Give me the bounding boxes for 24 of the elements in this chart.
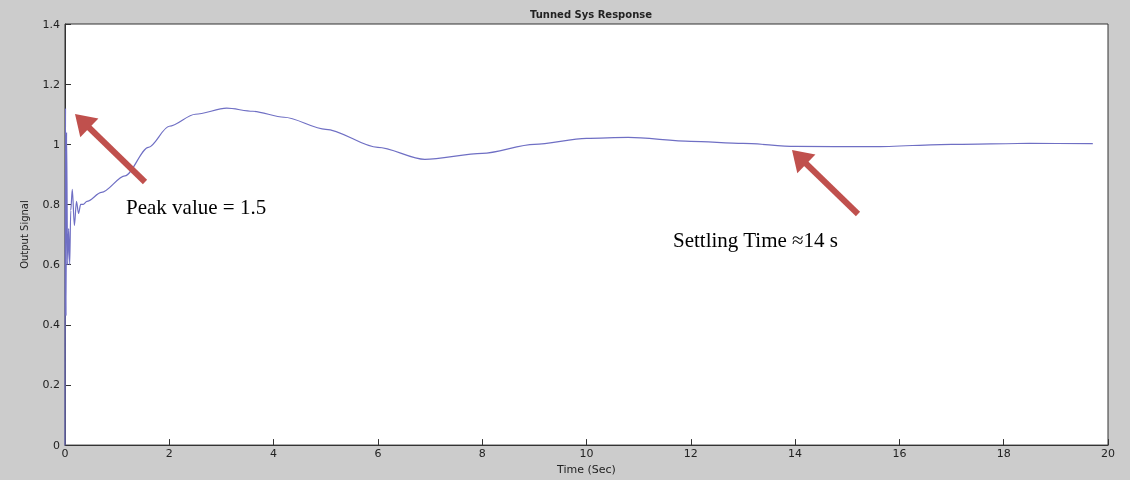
x-tick-label: 2 [165, 447, 173, 461]
x-tick-label: 12 [683, 447, 698, 461]
x-tick-label: 4 [270, 447, 278, 461]
y-tick-label: 1.2 [42, 77, 60, 91]
x-axis-title: Time (Sec) [556, 463, 616, 476]
x-tick-label: 14 [788, 447, 803, 461]
y-tick-label: 0.8 [42, 197, 60, 211]
y-tick-label: 0 [53, 438, 60, 452]
x-tick-label: 16 [892, 447, 907, 461]
line-series [64, 107, 1093, 446]
annotation: Peak value = 1.5 [126, 195, 267, 220]
x-tick-label: 8 [478, 447, 486, 461]
y-tick-label: 1.4 [42, 17, 60, 31]
y-tick-label: 0.2 [42, 378, 60, 392]
x-tick-label: 6 [374, 447, 382, 461]
y-axis-title: Output Signal [18, 200, 30, 269]
x-tick-label: 20 [1101, 447, 1115, 461]
x-tick-label: 18 [996, 447, 1011, 461]
x-tick-label: 10 [579, 447, 594, 461]
y-tick-label: 1 [53, 137, 60, 151]
y-tick-label: 0.6 [42, 258, 60, 272]
y-tick-label: 0.4 [42, 318, 60, 332]
annotation: Settling Time ≈14 s [673, 228, 838, 253]
chart-title: Tunned Sys Response [530, 8, 653, 20]
